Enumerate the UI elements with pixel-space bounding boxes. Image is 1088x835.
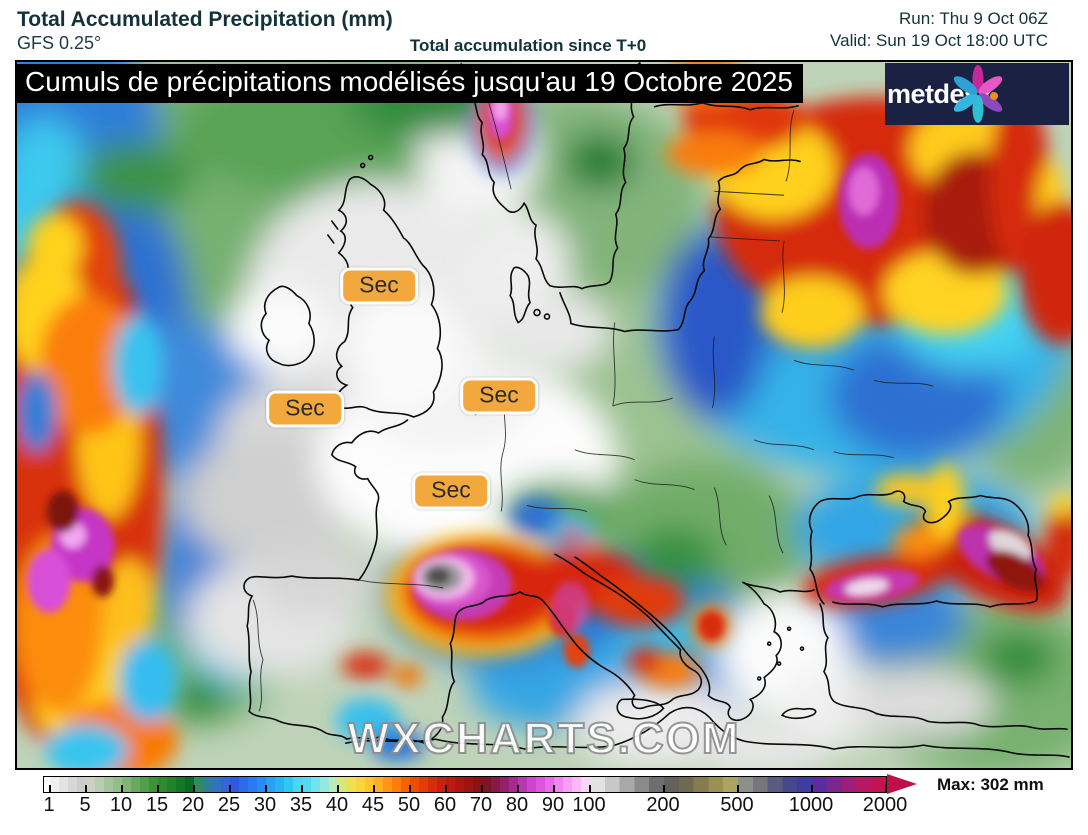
model-label: GFS 0.25° [17,33,102,53]
colorbar-tick-label: 70 [469,794,493,816]
colorbar [43,776,887,793]
colorbar-tick-label: 10 [109,794,133,816]
colorbar-segment-40 [302,777,338,792]
colorbar-segment-20 [158,777,194,792]
colorbar-tick-label: 25 [217,794,241,816]
colorbar-tick-label: 40 [325,794,349,816]
colorbar-segment-1000 [738,777,812,792]
colorbar-tick [737,785,739,792]
dry-badge-atlantic: Sec [266,390,344,428]
coastlines [243,62,1070,758]
colorbar-tick-label: 30 [253,794,277,816]
colorbar-segment-1 [44,777,50,792]
dry-badge-north-france: Sec [460,377,538,415]
colorbar-tick [589,785,591,792]
colorbar-tick-label: 15 [145,794,169,816]
colorbar-tick [885,785,887,792]
colorbar-segment-90 [518,777,554,792]
run-timestamp: Run: Thu 9 Oct 06Z [899,9,1048,28]
accumulation-note: Total accumulation since T+0 [409,36,647,55]
colorbar-tick [373,785,375,792]
colorbar-tick [265,785,267,792]
colorbar-tick-label: 1000 [788,794,834,816]
colorbar-segment-60 [410,777,446,792]
colorbar-tick-label: 20 [181,794,205,816]
valid-timestamp: Valid: Sun 19 Oct 18:00 UTC [830,31,1048,50]
colorbar-segment-50 [374,777,410,792]
colorbar-segment-10 [86,777,122,792]
colorbar-arrow [887,774,917,794]
dry-badge-central-france: Sec [412,472,490,510]
colorbar-segment-70 [446,777,482,792]
country-borders [252,91,934,712]
colorbar-segment-100 [554,777,590,792]
colorbar-segment-2000 [812,777,886,792]
colorbar-tick [121,785,123,792]
colorbar-tick [517,785,519,792]
colorbar-tick-label: 60 [433,794,457,816]
colorbar-tick [553,785,555,792]
colorbar-segment-500 [664,777,738,792]
colorbar-tick [229,785,231,792]
colorbar-segment-200 [590,777,664,792]
colorbar-tick-label: 50 [397,794,421,816]
metdesk-logo: metdesk [885,63,1069,125]
colorbar-tick [157,785,159,792]
colorbar-tick [301,785,303,792]
colorbar-segment-45 [338,777,374,792]
run-valid-block: Run: Thu 9 Oct 06Z Valid: Sun 19 Oct 18:… [830,8,1048,52]
colorbar-tick [85,785,87,792]
watermark: WXCHARTS.COM [346,713,741,764]
colorbar-tick-label: 500 [720,794,754,816]
colorbar-segment-5 [50,777,86,792]
colorbar-tick-label: 1 [43,794,55,816]
colorbar-segment-15 [122,777,158,792]
colorbar-tick [663,785,665,792]
colorbar-tick [481,785,483,792]
colorbar-tick-label: 5 [79,794,91,816]
colorbar-tick [337,785,339,792]
colorbar-tick-label: 80 [505,794,529,816]
colorbar-tick-label: 100 [572,794,606,816]
max-value-label: Max: 302 mm [937,775,1044,794]
metdesk-flower-icon [953,65,1003,123]
precipitation-field [17,62,1071,768]
weather-map: Cumuls de précipitations modélisés jusqu… [15,60,1073,770]
colorbar-segment-30 [230,777,266,792]
colorbar-tick-label: 35 [289,794,313,816]
colorbar-tick-label: 45 [361,794,385,816]
colorbar-tick-label: 200 [646,794,680,816]
colorbar-tick [811,785,813,792]
colorbar-tick-label: 2000 [862,794,908,816]
dry-badge-uk: Sec [340,267,418,305]
map-title-banner: Cumuls de précipitations modélisés jusqu… [17,64,804,103]
colorbar-segment-80 [482,777,518,792]
page-title: Total Accumulated Precipitation (mm) [17,8,393,31]
colorbar-segment-35 [266,777,302,792]
colorbar-tick [409,785,411,792]
colorbar-tick-label: 90 [541,794,565,816]
colorbar-segment-25 [194,777,230,792]
colorbar-tick [49,785,51,792]
colorbar-tick [193,785,195,792]
colorbar-tick [445,785,447,792]
